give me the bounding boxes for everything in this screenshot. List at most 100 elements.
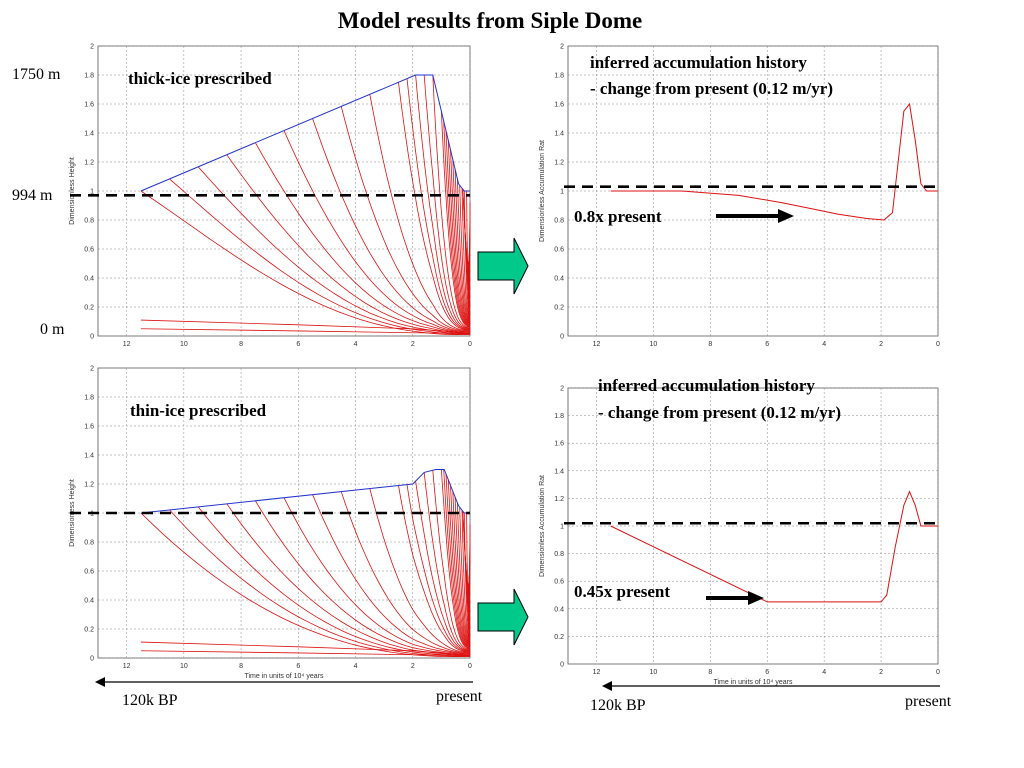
x-tick-label: 2 — [411, 663, 415, 670]
y-tick-label: 1.4 — [84, 453, 94, 460]
isochrone-line — [452, 159, 471, 324]
isochrone-line — [443, 469, 470, 649]
y-tick-label: 1.2 — [554, 496, 564, 503]
left-timeline-arrow — [95, 677, 473, 687]
isochrone-line — [398, 485, 470, 652]
isochrone-line — [447, 479, 470, 647]
thick-ice-chart: 12 10 8 6 4 2 0 0 0.2 0.4 0.6 0.8 1 1.2 1.4 1.6 1.8 2 Dime… — [69, 44, 472, 349]
isochrone-line — [197, 506, 471, 657]
isochrone-line — [169, 178, 471, 335]
y-tick-label: 0.8 — [84, 218, 94, 225]
isochrone-line — [423, 472, 470, 650]
y-tick-label: 0.6 — [554, 247, 564, 254]
y-tick-label: 0.2 — [84, 627, 94, 634]
right-timeline-arrow — [602, 681, 940, 691]
y-tick-label: 0.2 — [554, 634, 564, 641]
isochrone-line — [140, 328, 471, 334]
y-tick-label: 0.4 — [554, 606, 564, 613]
isochrone-line — [468, 524, 471, 649]
y-tick-label: 1.6 — [84, 424, 94, 431]
top-green-arrow — [477, 237, 529, 295]
slide-title: Model results from Siple Dome — [337, 8, 643, 33]
thin-ice-accumulation-chart: 12 10 8 6 4 2 0 0 0.2 0.4 0.6 0.8 1 1.2 1.4 1.6 1.8 2 Dime… — [539, 386, 940, 687]
x-tick-label: 10 — [180, 341, 188, 348]
isochrone-line — [140, 319, 471, 334]
y-tick-label: 1 — [90, 189, 94, 196]
isochrone-line — [312, 118, 470, 332]
y-tick-label: 1 — [560, 189, 564, 196]
thick-ice-plot: 12 10 8 6 4 2 0 0 0.2 0.4 0.6 0.8 1 1.2 1.4 1.6 1.8 2 Dime… — [69, 44, 472, 349]
isochrone-line — [459, 185, 470, 322]
y-tick-label: 0.4 — [554, 276, 564, 283]
x-tick-label: 0 — [936, 341, 940, 348]
x-tick-label: 8 — [708, 669, 712, 676]
y-tick-label: 1.4 — [84, 131, 94, 138]
isochrone-line — [457, 178, 470, 323]
x-tick-label: 6 — [296, 341, 300, 348]
y-tick-label: 1.4 — [554, 468, 564, 475]
isochrone-line — [432, 470, 471, 650]
x-tick-label: 12 — [593, 669, 601, 676]
left-end-label: present — [436, 688, 483, 705]
thick-ice-accumulation-chart: 12 10 8 6 4 2 0 0 0.2 0.4 0.6 0.8 1 1.2 1.4 1.6 1.8 2 Dime… — [539, 44, 940, 349]
br-arrow-label: 0.45x present — [574, 582, 671, 601]
y-tick-label: 0 — [90, 334, 94, 341]
x-axis-label: Time in units of 10⁴ years — [244, 673, 324, 680]
thin-ice-plot: 12108642000.20.40.60.811.21.41.61.82Dime… — [69, 366, 472, 681]
isochrone-line — [415, 481, 470, 651]
isochrone-line — [340, 491, 470, 654]
isochrone-line — [450, 485, 470, 647]
y-tick-label: 2 — [90, 366, 94, 373]
isochrone-line — [140, 190, 470, 336]
y-tick-label: 1.2 — [84, 482, 94, 489]
br-caption-line1: inferred accumulation history — [598, 376, 815, 395]
isochrone-line — [283, 497, 471, 655]
thin-ice-chart: 12108642000.20.40.60.811.21.41.61.82Dime… — [69, 366, 472, 681]
isochrone-line — [450, 149, 470, 325]
isochrone-line — [169, 509, 471, 657]
y-axis-label: Dimensionless Accumulation Rat — [539, 475, 546, 577]
right-end-label: present — [905, 693, 952, 710]
thin-ice-caption: thin-ice prescribed — [130, 401, 267, 420]
isochrone-line — [447, 140, 470, 325]
x-tick-label: 10 — [649, 669, 657, 676]
y-tick-label: 0.2 — [554, 305, 564, 312]
x-tick-label: 10 — [180, 663, 188, 670]
tr-caption-line2: - change from present (0.12 m/yr) — [590, 79, 833, 98]
x-tick-label: 12 — [593, 341, 601, 348]
x-tick-label: 4 — [354, 663, 358, 670]
y-tick-label: 1.8 — [84, 395, 94, 402]
accumulation-line — [610, 490, 938, 603]
y-tick-label: 2 — [560, 386, 564, 393]
y-tick-label: 0.6 — [84, 247, 94, 254]
y-tick-label: 0.8 — [84, 540, 94, 547]
isochrone-line — [441, 469, 470, 649]
y-tick-label: 1.8 — [84, 73, 94, 80]
y-tick-label: 0.8 — [554, 218, 564, 225]
isochrone-line — [226, 154, 471, 334]
x-tick-label: 12 — [123, 341, 131, 348]
x-tick-label: 8 — [239, 341, 243, 348]
x-tick-label: 2 — [879, 341, 883, 348]
isochrone-line — [255, 500, 471, 655]
isochrone-line — [140, 650, 471, 656]
y-tick-label: 2 — [90, 44, 94, 51]
isochrone-line — [369, 488, 470, 653]
y-tick-label: 1.6 — [554, 441, 564, 448]
y-tick-label: 0 — [560, 334, 564, 341]
left-start-label: 120k BP — [122, 692, 178, 709]
y-tick-label: 0.6 — [554, 579, 564, 586]
y-tick-label: 1.4 — [554, 131, 564, 138]
isochrone-line — [441, 111, 470, 327]
bottom-green-arrow — [477, 588, 529, 646]
isochrone-line — [459, 507, 470, 644]
surface-line — [140, 74, 470, 192]
isochrone-line — [461, 510, 470, 643]
y-tick-label: 1.8 — [554, 73, 564, 80]
tr-pointer-arrow — [716, 209, 794, 223]
height-label-mid: 994 m — [12, 187, 53, 204]
x-axis-label: Time in units of 10⁴ years — [713, 679, 793, 686]
isochrone-line — [197, 166, 471, 335]
y-tick-label: 0.4 — [84, 276, 94, 283]
surface-line — [140, 469, 470, 514]
